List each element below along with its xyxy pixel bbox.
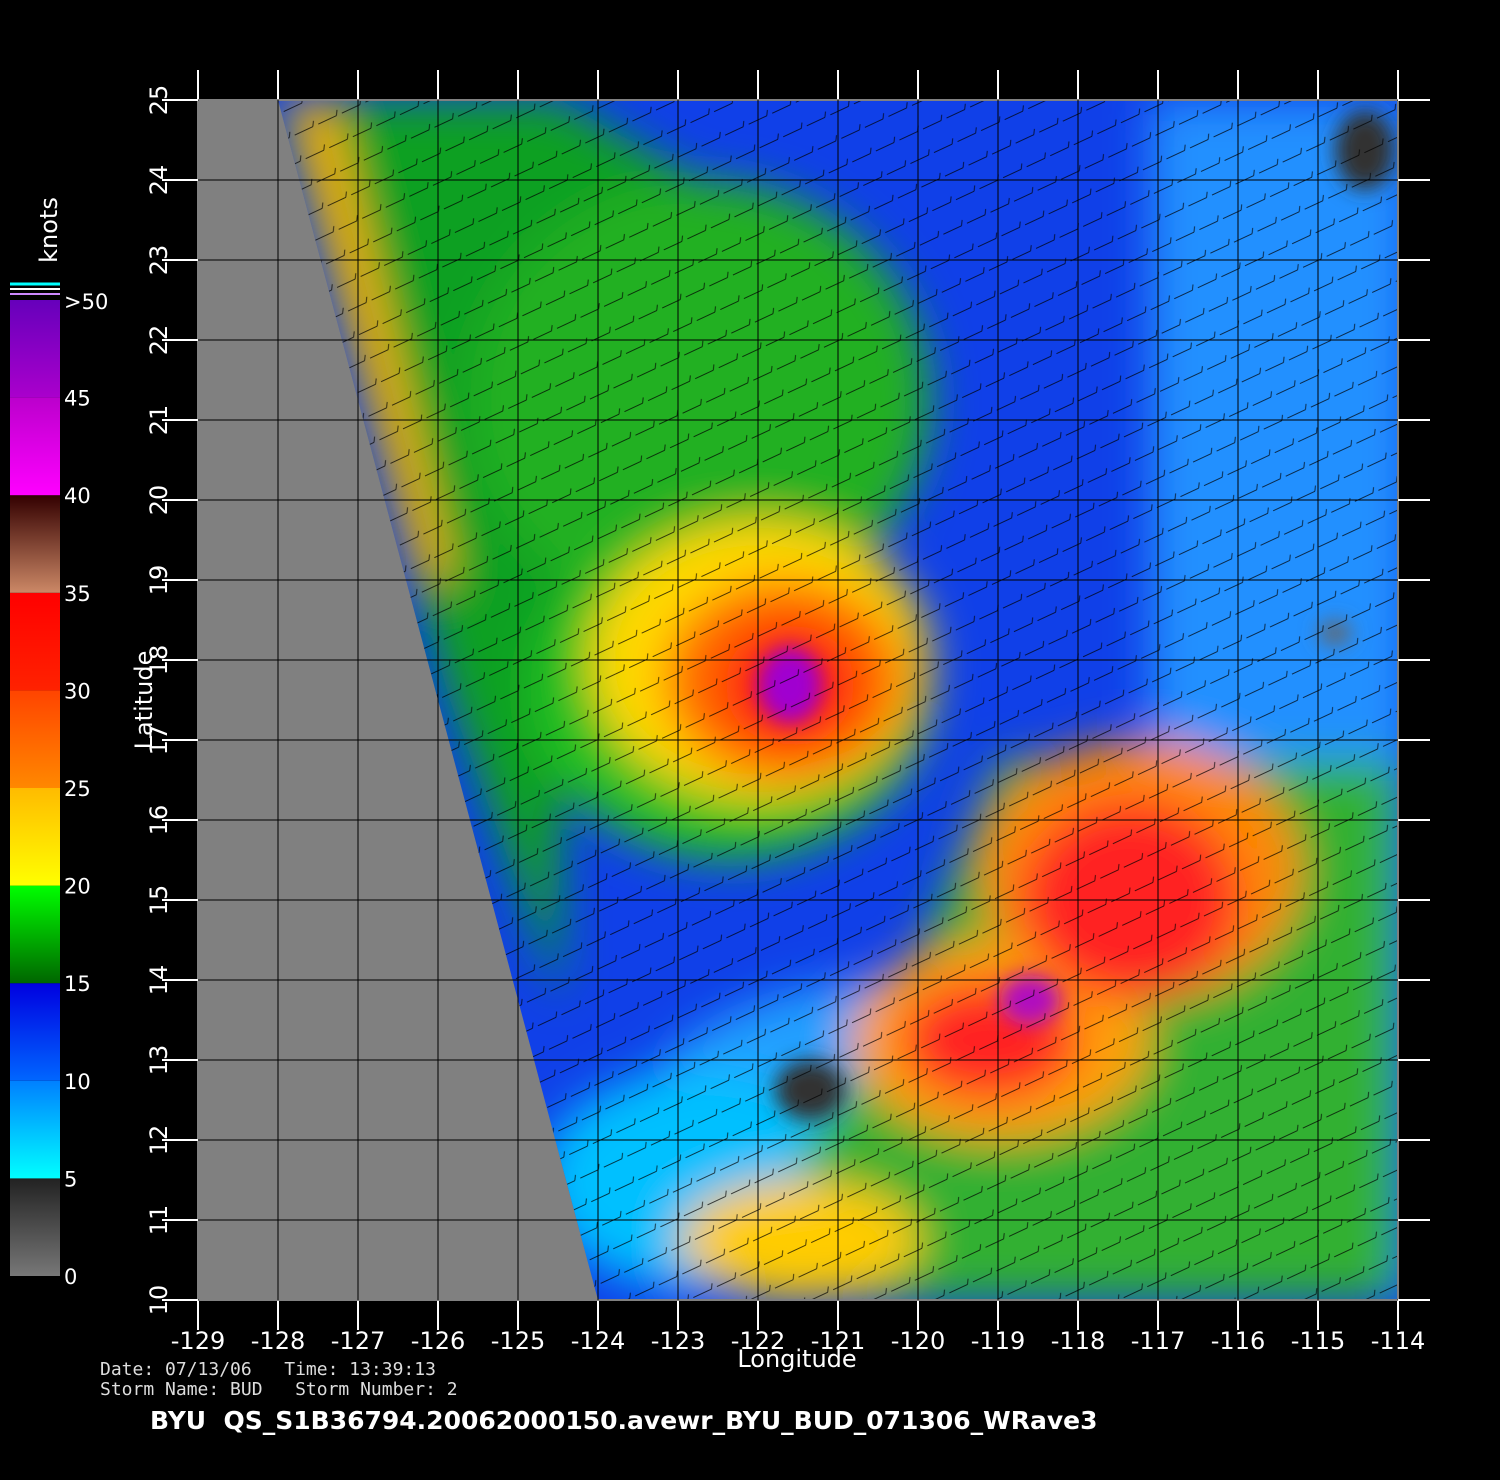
footer-line: Date: 07/13/06 Time: 13:39:13 — [100, 1359, 436, 1380]
y-tick-label: 11 — [145, 1205, 173, 1236]
colorbar-tick-label: 30 — [64, 679, 91, 703]
y-tick-label: 20 — [145, 485, 173, 516]
x-tick-label: -123 — [651, 1327, 705, 1355]
x-tick-label: -117 — [1131, 1327, 1185, 1355]
colorbar-tick-label: 10 — [64, 1070, 91, 1094]
colorbar-tick-label: 5 — [64, 1167, 77, 1191]
colorbar-tick-label: 20 — [64, 875, 91, 899]
y-tick-label: 17 — [145, 725, 173, 756]
x-tick-label: -118 — [1051, 1327, 1105, 1355]
colorbar-band — [10, 885, 60, 984]
swath — [198, 100, 1398, 1300]
colorbar-band — [10, 690, 60, 788]
x-tick-label: -126 — [411, 1327, 465, 1355]
x-tick-label: -120 — [891, 1327, 945, 1355]
colorbar-band — [10, 495, 60, 593]
x-tick-label: -125 — [491, 1327, 545, 1355]
x-tick-label: -128 — [251, 1327, 305, 1355]
y-axis-label: Latitude — [130, 651, 158, 750]
colorbar-tick-label: >50 — [64, 290, 108, 314]
y-tick-label: 21 — [145, 405, 173, 436]
colorbar-tick-label: 35 — [64, 582, 91, 606]
y-tick-label: 14 — [145, 965, 173, 996]
y-tick-label: 15 — [145, 885, 173, 916]
y-tick-label: 19 — [145, 565, 173, 596]
y-tick-label: 12 — [145, 1125, 173, 1156]
colorbar-band — [10, 1178, 60, 1276]
x-tick-label: -116 — [1211, 1327, 1265, 1355]
colorbar-band — [10, 397, 60, 496]
grid — [162, 70, 1430, 1330]
y-tick-label: 10 — [145, 1285, 173, 1316]
x-tick-label: -127 — [331, 1327, 385, 1355]
x-tick-label: -119 — [971, 1327, 1025, 1355]
colorbar-band — [10, 1080, 60, 1179]
x-tick-label: -114 — [1371, 1327, 1425, 1355]
colorbar-tick-label: 0 — [64, 1265, 77, 1289]
colorbar-band — [10, 788, 60, 886]
colorbar-band — [10, 300, 60, 398]
x-tick-label: -129 — [171, 1327, 225, 1355]
y-tick-label: 23 — [145, 245, 173, 276]
colorbar-tick-label: 25 — [64, 777, 91, 801]
y-tick-label: 13 — [145, 1045, 173, 1076]
y-tick-label: 24 — [145, 165, 173, 196]
x-tick-label: -115 — [1291, 1327, 1345, 1355]
x-tick-label: -124 — [571, 1327, 625, 1355]
colorbar-deco — [10, 282, 60, 295]
y-tick-label: 22 — [145, 325, 173, 356]
x-tick-label: -122 — [731, 1327, 785, 1355]
x-tick-label: -121 — [811, 1327, 865, 1355]
colorbar-band — [10, 983, 60, 1081]
colorbar-band — [10, 592, 60, 691]
footer-line: Storm Name: BUD Storm Number: 2 — [100, 1379, 458, 1400]
colorbar-tick-label: 15 — [64, 972, 91, 996]
colorbar-tick-label: 40 — [64, 484, 91, 508]
y-tick-label: 25 — [145, 85, 173, 116]
x-axis-label: Longitude — [737, 1345, 856, 1373]
y-tick-label: 18 — [145, 645, 173, 676]
caption: BYU QS_S1B36794.20062000150.avewr_BYU_BU… — [150, 1406, 1098, 1435]
colorbar-label: knots — [35, 197, 63, 263]
colorbar-tick-label: 45 — [64, 387, 91, 411]
y-tick-label: 16 — [145, 805, 173, 836]
